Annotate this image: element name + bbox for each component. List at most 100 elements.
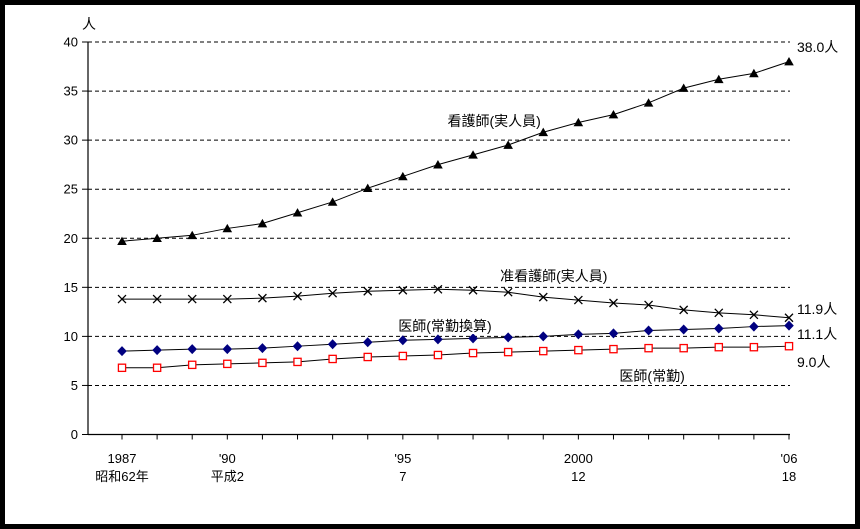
marker-assistant_nurses_actual <box>187 294 197 304</box>
marker-doctors_fte <box>713 323 724 334</box>
marker-doctors_fte <box>327 339 338 350</box>
marker-doctors_fte <box>608 328 619 339</box>
x-axis-era-label: 12 <box>571 469 585 484</box>
marker-assistant_nurses_actual <box>257 293 267 303</box>
marker-assistant_nurses_actual <box>538 292 548 302</box>
series-label-doctors-fte: 医師(常勤換算) <box>396 317 494 334</box>
marker-nurses_actual <box>292 208 303 217</box>
x-axis-tick-label: '90 <box>219 451 236 466</box>
marker-doctors_fulltime <box>503 347 513 357</box>
y-axis-tick-label: 40 <box>64 35 78 50</box>
marker-nurses_actual <box>608 110 619 119</box>
marker-doctors_fulltime <box>187 360 197 370</box>
end-value-doctors-fulltime: 9.0人 <box>796 353 831 370</box>
series-label-assistant-nurses-actual: 准看護師(実人員) <box>498 267 610 284</box>
marker-doctors_fte <box>538 331 549 342</box>
marker-doctors_fulltime <box>328 354 337 364</box>
y-axis-tick-label: 5 <box>71 378 78 393</box>
marker-doctors_fte <box>503 332 513 343</box>
marker-doctors_fte <box>292 341 303 352</box>
marker-doctors_fulltime <box>293 357 302 367</box>
marker-assistant_nurses_actual <box>468 285 478 295</box>
marker-nurses_actual <box>398 171 408 181</box>
marker-doctors_fulltime <box>679 343 688 353</box>
marker-doctors_fulltime <box>539 346 548 356</box>
x-axis-tick-label: 1987 <box>108 451 137 466</box>
marker-nurses_actual <box>749 68 759 78</box>
marker-doctors_fulltime <box>609 344 618 354</box>
marker-doctors_fulltime <box>574 345 583 355</box>
marker-nurses_actual <box>713 74 724 84</box>
marker-doctors_fulltime <box>258 358 267 368</box>
series-label-nurses-actual: 看護師(実人員) <box>445 113 543 130</box>
marker-nurses_actual <box>468 150 478 159</box>
y-axis-tick-label: 25 <box>64 182 78 197</box>
marker-doctors_fulltime <box>433 350 443 360</box>
marker-doctors_fte <box>678 324 689 335</box>
marker-doctors_fulltime <box>363 352 372 362</box>
x-axis-era-label: 18 <box>782 469 796 484</box>
y-axis-tick-label: 15 <box>64 280 78 295</box>
marker-doctors_fte <box>784 320 794 331</box>
marker-assistant_nurses_actual <box>222 294 232 304</box>
marker-doctors_fulltime <box>223 359 232 369</box>
marker-nurses_actual <box>362 183 373 193</box>
marker-assistant_nurses_actual <box>784 313 794 323</box>
marker-doctors_fulltime <box>749 342 759 352</box>
series-line-doctors_fulltime <box>122 345 790 369</box>
marker-doctors_fte <box>362 337 373 348</box>
marker-doctors_fulltime <box>714 342 724 352</box>
x-axis-tick-label: '95 <box>394 451 411 466</box>
y-axis-tick-label: 30 <box>64 133 78 148</box>
marker-doctors_fte <box>187 344 198 355</box>
marker-assistant_nurses_actual <box>328 288 338 298</box>
series-label-doctors-fulltime: 医師(常勤) <box>617 368 687 385</box>
marker-doctors_fte <box>749 321 759 332</box>
marker-doctors_fte <box>433 334 443 345</box>
marker-nurses_actual <box>117 236 127 245</box>
marker-doctors_fulltime <box>398 351 408 361</box>
marker-doctors_fte <box>643 325 654 336</box>
x-axis-era-label: 昭和62年 <box>95 469 148 484</box>
marker-assistant_nurses_actual <box>433 284 443 294</box>
marker-assistant_nurses_actual <box>644 300 654 310</box>
marker-assistant_nurses_actual <box>503 287 513 297</box>
marker-doctors_fulltime <box>117 363 127 373</box>
x-axis-era-label: 7 <box>399 469 406 484</box>
marker-assistant_nurses_actual <box>679 305 689 315</box>
series-line-nurses_actual <box>121 61 790 242</box>
x-axis-era-label: 平成2 <box>211 469 244 484</box>
marker-nurses_actual <box>222 223 233 233</box>
y-axis-unit-label: 人 <box>82 16 96 32</box>
marker-doctors_fte <box>257 343 268 354</box>
marker-doctors_fte <box>152 345 162 356</box>
marker-nurses_actual <box>503 140 513 149</box>
end-value-assistant-nurses-actual: 11.9人 <box>796 300 838 317</box>
x-axis-tick-label: '06 <box>781 451 798 466</box>
y-axis-tick-label: 0 <box>71 427 78 442</box>
marker-doctors_fulltime <box>152 363 162 373</box>
marker-assistant_nurses_actual <box>714 308 724 318</box>
marker-doctors_fte <box>398 335 408 346</box>
marker-assistant_nurses_actual <box>152 294 162 304</box>
marker-nurses_actual <box>784 57 794 66</box>
end-value-doctors-fte: 11.1人 <box>796 325 838 342</box>
marker-nurses_actual <box>152 233 162 243</box>
marker-doctors_fulltime <box>784 341 794 351</box>
marker-nurses_actual <box>573 117 584 127</box>
series-line-assistant_nurses_actual <box>122 288 790 319</box>
y-axis-tick-label: 10 <box>64 329 78 344</box>
series-line-doctors_fte <box>121 325 790 352</box>
marker-nurses_actual <box>433 160 443 169</box>
marker-doctors_fte <box>573 329 584 340</box>
y-axis-tick-label: 20 <box>64 231 78 246</box>
marker-doctors_fte <box>222 344 233 355</box>
marker-nurses_actual <box>538 127 549 137</box>
marker-assistant_nurses_actual <box>609 298 618 308</box>
marker-assistant_nurses_actual <box>117 294 127 304</box>
marker-assistant_nurses_actual <box>363 286 373 296</box>
marker-nurses_actual <box>643 98 654 107</box>
marker-nurses_actual <box>187 230 198 240</box>
marker-nurses_actual <box>327 197 338 206</box>
